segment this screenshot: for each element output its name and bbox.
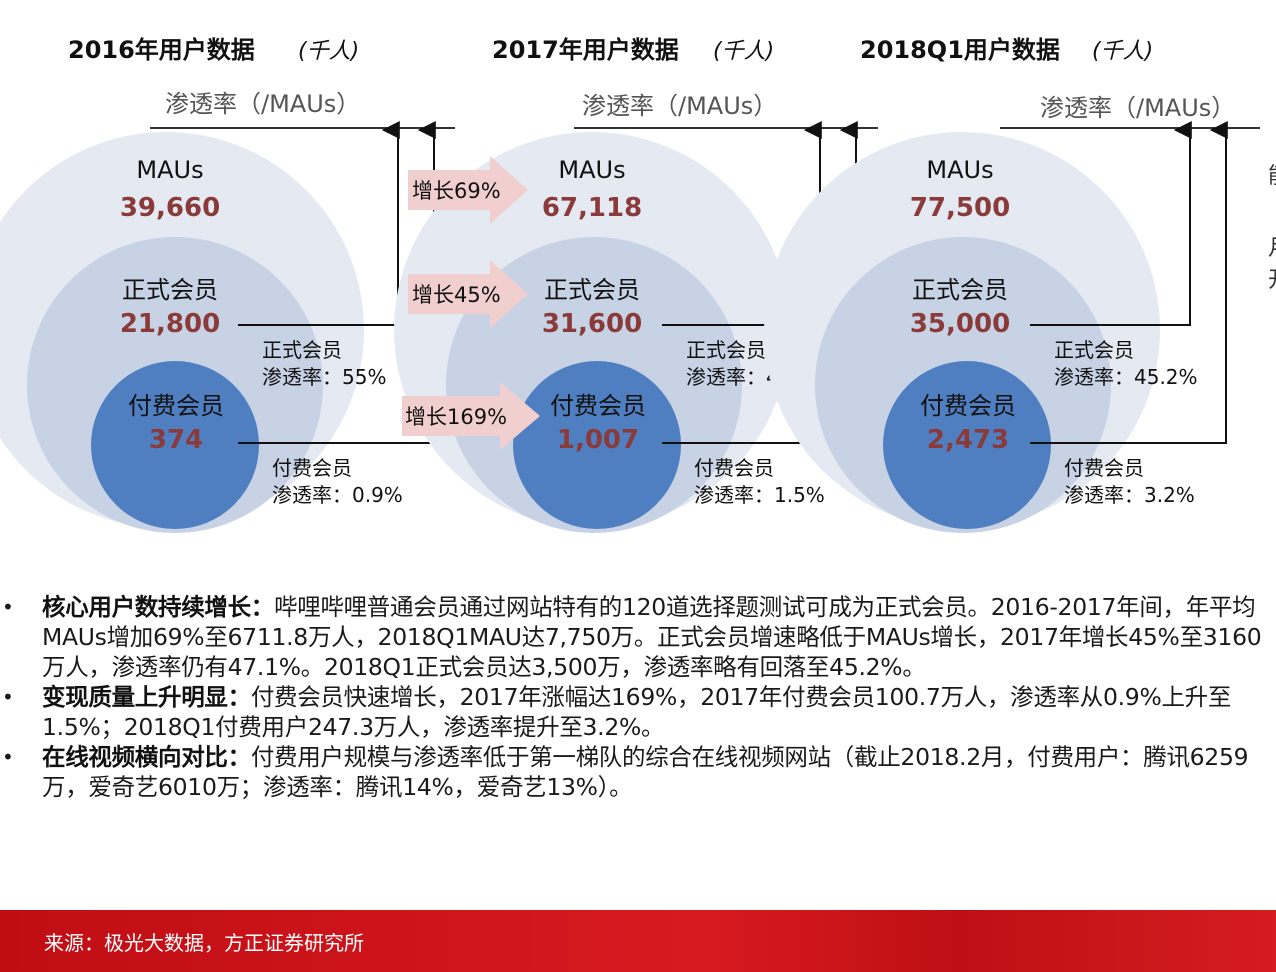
clipped-edge-text: 月 <box>1268 230 1276 262</box>
bullet-heading: 在线视频横向对比： <box>42 743 251 771</box>
growth-arrow-shape <box>408 156 528 224</box>
penetration-header: 渗透率（/MAUs） <box>1040 94 1235 122</box>
formal-member-label: 正式会员 <box>544 276 640 304</box>
penetration-header: 渗透率（/MAUs） <box>165 90 360 118</box>
formal-member-label: 正式会员 <box>912 276 1008 304</box>
paid-member-label: 付费会员 <box>128 392 224 420</box>
bullet-dot: • <box>2 595 14 619</box>
paid-member-value: 1,007 <box>557 425 639 455</box>
bullet-body: 哔哩哔哩普通会员通过网站特有的120道选择题测试可成为正式会员。2016-201… <box>42 593 1262 681</box>
formal-member-value: 31,600 <box>542 309 642 339</box>
paid-member-value: 374 <box>149 425 203 455</box>
paid-rate-value: 渗透率：0.9% <box>272 483 403 507</box>
formal-rate-value: 渗透率：45.2% <box>1054 365 1198 389</box>
paid-rate-connector <box>1030 121 1228 444</box>
bullet-dot: • <box>2 745 14 769</box>
formal-member-value: 35,000 <box>910 309 1010 339</box>
growth-arrow-shape <box>408 260 528 328</box>
bullet-list: • 核心用户数持续增长：哔哩哔哩普通会员通过网站特有的120道选择题测试可成为正… <box>0 592 1276 802</box>
user-data-diagram: 2016年用户数据 (千人) 渗透率（/MAUs） MAUs 39,660 正式… <box>0 36 1260 533</box>
formal-rate-label: 正式会员 <box>686 338 766 362</box>
penetration-header: 渗透率（/MAUs） <box>582 92 777 120</box>
bullet-item: • 在线视频横向对比：付费用户规模与渗透率低于第一梯队的综合在线视频网站（截止2… <box>0 742 1267 802</box>
formal-member-label: 正式会员 <box>122 276 218 304</box>
growth-arrow-label: 增长69% <box>412 179 501 203</box>
growth-arrow-formal: 增长45% <box>408 260 528 328</box>
panel-unit: (千人) <box>713 39 774 64</box>
formal-rate-label: 正式会员 <box>1054 338 1134 362</box>
panel-title: 2017年用户数据 <box>492 36 679 64</box>
growth-arrow-label: 增长169% <box>405 405 507 429</box>
bullet-item: • 核心用户数持续增长：哔哩哔哩普通会员通过网站特有的120道选择题测试可成为正… <box>0 592 1267 682</box>
footer-bar: 来源：极光大数据，方正证券研究所 <box>0 910 1276 972</box>
maus-label: MAUs <box>558 156 625 184</box>
formal-rate-value: 渗透率：55% <box>262 365 386 389</box>
bullet-body: 付费用户规模与渗透率低于第一梯队的综合在线视频网站（截止2018.2月，付费用户… <box>42 743 1249 801</box>
paid-member-label: 付费会员 <box>550 392 646 420</box>
paid-rate-label: 付费会员 <box>272 456 352 480</box>
bullet-body: 付费会员快速增长，2017年涨幅达169%，2017年付费会员100.7万人，渗… <box>42 683 1232 741</box>
panel-title: 2018Q1用户数据 <box>860 36 1060 64</box>
clipped-edge-text: 能 <box>1268 158 1276 190</box>
panel-2018q1: 2018Q1用户数据 (千人) 渗透率（/MAUs） MAUs 77,500 正… <box>764 36 1260 533</box>
panel-title: 2016年用户数据 <box>68 36 255 64</box>
paid-rate-value: 渗透率：1.5% <box>694 483 825 507</box>
maus-value: 39,660 <box>120 193 220 223</box>
panel-2016: 2016年用户数据 (千人) 渗透率（/MAUs） MAUs 39,660 正式… <box>0 36 455 533</box>
clipped-edge-text: 开 <box>1268 262 1276 294</box>
bullet-item: • 变现质量上升明显：付费会员快速增长，2017年涨幅达169%，2017年付费… <box>0 682 1267 742</box>
paid-rate-value: 渗透率：3.2% <box>1064 483 1195 507</box>
bullet-heading: 核心用户数持续增长： <box>42 593 274 621</box>
maus-label: MAUs <box>136 156 203 184</box>
growth-arrow-shape <box>402 382 540 450</box>
paid-member-circle <box>513 361 681 529</box>
paid-member-circle <box>91 361 259 529</box>
maus-label: MAUs <box>926 156 993 184</box>
paid-rate-label: 付费会员 <box>694 456 774 480</box>
panel-unit: (千人) <box>1092 39 1153 64</box>
growth-arrow-maus: 增长69% <box>408 156 528 224</box>
maus-value: 77,500 <box>910 193 1010 223</box>
paid-member-value: 2,473 <box>927 425 1009 455</box>
formal-rate-label: 正式会员 <box>262 338 342 362</box>
growth-arrow-paid: 增长169% <box>402 382 540 450</box>
paid-member-label: 付费会员 <box>920 392 1016 420</box>
paid-rate-label: 付费会员 <box>1064 456 1144 480</box>
bullet-heading: 变现质量上升明显： <box>42 683 251 711</box>
panel-unit: (千人) <box>298 39 359 64</box>
maus-value: 67,118 <box>542 193 642 223</box>
formal-rate-connector <box>1030 121 1192 326</box>
source-text: 来源：极光大数据，方正证券研究所 <box>44 931 364 955</box>
paid-member-circle <box>883 361 1051 529</box>
bullet-dot: • <box>2 685 14 709</box>
growth-arrow-label: 增长45% <box>412 283 501 307</box>
formal-member-value: 21,800 <box>120 309 220 339</box>
